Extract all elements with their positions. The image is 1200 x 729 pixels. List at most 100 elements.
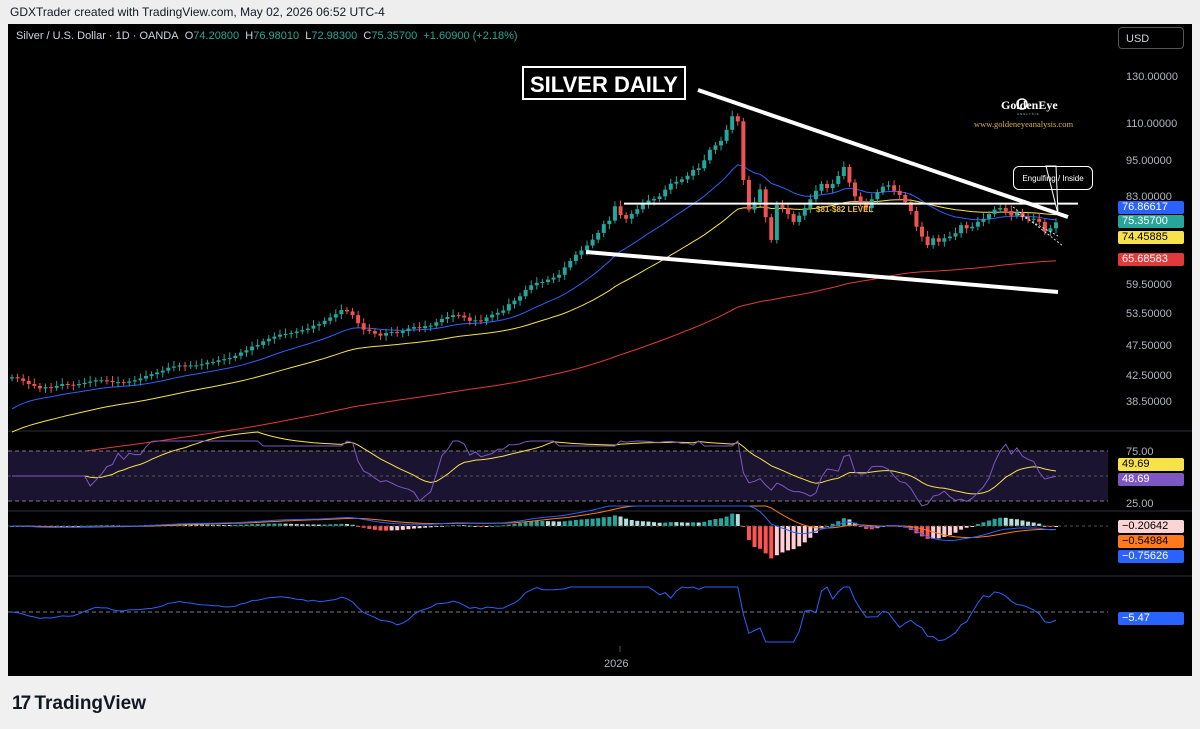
candle-body [1042,221,1047,232]
legend-open-label: O [184,30,194,42]
macd-histogram-bar [774,526,779,556]
candle-body [166,367,171,371]
close-price-tag: 75.35700 [1118,215,1184,228]
candle-body [657,196,662,199]
legend-close-label: C [363,30,372,42]
candle-body [378,333,383,336]
macd-histogram-bar [629,519,634,526]
candle-body [183,365,188,367]
candle-body [311,325,316,329]
legend-close: 75.35700 [371,30,418,42]
macd-histogram-bar [1026,521,1031,526]
macd-histogram-bar [395,526,400,531]
macd-histogram-bar [735,514,740,526]
chart-area[interactable]: Silver / U.S. Dollar · 1D · OANDA O74.20… [8,24,1192,676]
candle-body [305,328,310,331]
currency-button[interactable]: USD [1118,27,1184,49]
price-tick: 95.00000 [1126,155,1172,167]
macd-histogram-bar [959,526,964,530]
macd-histogram-bar [624,518,629,526]
macd-histogram-bar [864,526,869,530]
macd-histogram-bar [529,521,534,526]
oscillator-line [11,586,1057,643]
candle-body [121,382,126,384]
candle-body [713,145,718,150]
candle-body [858,196,863,204]
price-tick: 53.50000 [1126,308,1172,320]
candle-body [277,334,282,337]
macd-histogram-bar [685,522,690,526]
candle-body [406,328,411,332]
candle-body [886,185,891,187]
candle-body [65,384,70,386]
candle-body [250,346,255,351]
candle-body [473,320,478,322]
candle-body [233,355,238,359]
macd-histogram-bar [99,525,104,527]
candle-body [903,194,908,203]
macd-histogram-bar [328,524,333,526]
macd-histogram-bar [914,526,919,534]
rsi-ma-line [12,431,1057,495]
candle-body [786,208,791,215]
macd-histogram-bar [411,526,416,529]
macd-histogram-bar [585,519,590,526]
tradingview-logo-icon: 17 [12,693,31,714]
legend-change: +1.60900 (+2.18%) [423,30,518,42]
candle-body [82,382,87,385]
macd-histogram-bar [294,524,299,526]
macd-histogram-bar [1014,519,1019,526]
candle-body [484,317,489,322]
candle-body [953,233,958,237]
macd-histogram-bar [227,524,232,526]
candle-body [300,330,305,332]
logo-subtitle: ANALYSIS [1017,112,1040,116]
candle-body [227,358,232,360]
macd-histogram-bar [635,520,640,526]
candle-body [568,260,573,268]
candle-body [490,314,495,318]
candle-body [719,140,724,146]
candle-body [573,254,578,261]
macd-histogram-bar [802,526,807,543]
macd-histogram-bar [579,519,584,526]
candle-body [37,385,42,389]
candle-body [384,333,389,336]
macd-histogram-bar [975,524,980,526]
candle-body [255,344,260,347]
chart-canvas[interactable] [8,24,1192,676]
macd-histogram-bar [339,523,344,526]
candle-body [819,183,824,191]
macd-histogram-bar [668,522,673,526]
macd-histogram-bar [730,513,735,526]
macd-histogram-bar [825,525,830,527]
rsi-tick: 75.00 [1126,446,1154,458]
macd-histogram-bar [618,516,623,526]
logo-url: www.goldeneyeanalysis.com [974,119,1074,129]
candle-body [691,170,696,176]
candle-body [663,189,668,197]
candle-body [696,168,701,171]
candle-body [897,190,902,195]
candle-body [964,225,969,229]
candle-body [210,361,215,363]
macd-histogram-bar [696,522,701,526]
candle-body [780,205,785,209]
candle-body [188,365,193,367]
rsi-band [8,451,1108,501]
candle-body [830,183,835,189]
macd-histogram-bar [813,526,818,533]
macd-histogram-bar [640,521,645,526]
macd-histogram-bar [741,526,746,527]
candle-body [607,220,612,225]
candle-body [864,203,869,209]
candle-body [116,382,121,384]
macd-histogram-bar [88,525,93,527]
macd-histogram-bar [568,520,573,526]
candle-body [155,372,160,375]
candle-body [149,374,154,377]
macd-histogram-bar [702,521,707,526]
legend-low: 72.98300 [311,30,358,42]
macd-histogram-bar [317,524,322,526]
macd-histogram-bar [724,516,729,526]
